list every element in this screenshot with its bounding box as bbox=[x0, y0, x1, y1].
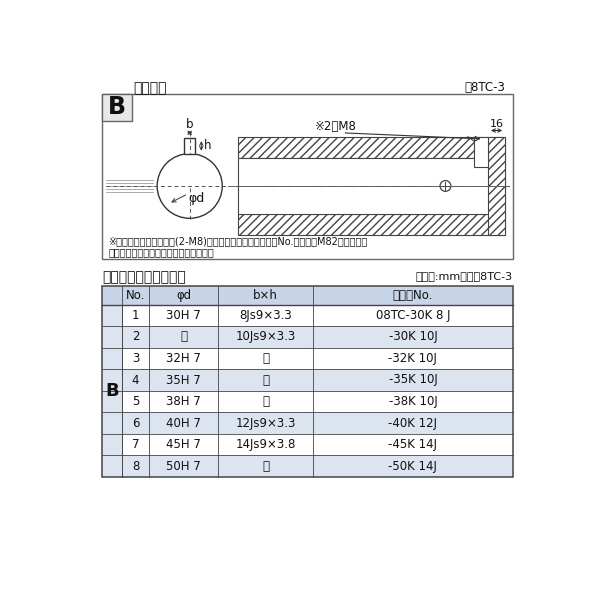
Text: 〃: 〃 bbox=[262, 395, 269, 408]
Text: 08TC-30K 8 J: 08TC-30K 8 J bbox=[376, 309, 450, 322]
Text: 14Js9×3.8: 14Js9×3.8 bbox=[235, 438, 296, 451]
Text: 2: 2 bbox=[132, 331, 139, 343]
Text: 45H 7: 45H 7 bbox=[166, 438, 201, 451]
Bar bbox=[102, 434, 513, 455]
Text: φd: φd bbox=[176, 289, 191, 302]
Text: コードNo.: コードNo. bbox=[393, 289, 433, 302]
Text: 8Js9×3.3: 8Js9×3.3 bbox=[239, 309, 292, 322]
Text: -45K 14J: -45K 14J bbox=[388, 438, 437, 451]
Text: 12Js9×3.3: 12Js9×3.3 bbox=[235, 416, 296, 430]
Text: h: h bbox=[203, 139, 211, 152]
Text: 50H 7: 50H 7 bbox=[166, 460, 201, 473]
Text: 軸穴形状コード一覧表: 軸穴形状コード一覧表 bbox=[102, 271, 186, 284]
Text: -40K 12J: -40K 12J bbox=[388, 416, 437, 430]
Text: 1: 1 bbox=[132, 309, 139, 322]
Text: -50K 14J: -50K 14J bbox=[388, 460, 437, 473]
Text: 〃: 〃 bbox=[262, 373, 269, 386]
Text: 〃: 〃 bbox=[262, 460, 269, 473]
Text: -30K 10J: -30K 10J bbox=[389, 331, 437, 343]
Bar bbox=[102, 412, 513, 434]
Text: ※2－M8: ※2－M8 bbox=[315, 120, 357, 133]
Bar bbox=[102, 305, 122, 477]
Text: -35K 10J: -35K 10J bbox=[389, 373, 437, 386]
Text: 6: 6 bbox=[132, 416, 139, 430]
Bar bbox=[102, 286, 513, 305]
Bar bbox=[102, 369, 513, 391]
Text: 40H 7: 40H 7 bbox=[166, 416, 201, 430]
Text: 〃: 〃 bbox=[262, 352, 269, 365]
Bar bbox=[102, 305, 513, 326]
Text: （単位:mm）　表8TC-3: （単位:mm） 表8TC-3 bbox=[416, 271, 513, 281]
Text: 38H 7: 38H 7 bbox=[166, 395, 201, 408]
Text: B: B bbox=[108, 95, 126, 119]
Bar bbox=[238, 137, 505, 158]
Text: 5: 5 bbox=[132, 395, 139, 408]
Text: b×h: b×h bbox=[253, 289, 278, 302]
Bar bbox=[102, 391, 513, 412]
Text: -32K 10J: -32K 10J bbox=[388, 352, 437, 365]
Bar bbox=[102, 94, 513, 259]
Text: -38K 10J: -38K 10J bbox=[389, 395, 437, 408]
Text: b: b bbox=[186, 118, 193, 131]
Bar bbox=[488, 137, 505, 235]
Text: No.: No. bbox=[126, 289, 145, 302]
Bar bbox=[238, 158, 505, 214]
Text: 35H 7: 35H 7 bbox=[166, 373, 201, 386]
Text: B: B bbox=[106, 382, 119, 400]
Text: ※セットボルト用タップ(2-M8)が必要な場合は右記コードNo.の末尾にM82を付ける。: ※セットボルト用タップ(2-M8)が必要な場合は右記コードNo.の末尾にM82を… bbox=[109, 236, 368, 246]
Text: 16: 16 bbox=[490, 119, 503, 129]
Text: 10Js9×3.3: 10Js9×3.3 bbox=[236, 331, 296, 343]
Text: 7: 7 bbox=[132, 438, 139, 451]
Text: 30H 7: 30H 7 bbox=[166, 309, 201, 322]
Text: 〃: 〃 bbox=[180, 331, 187, 343]
Bar bbox=[184, 138, 195, 154]
Bar bbox=[102, 455, 513, 477]
Bar bbox=[238, 214, 505, 235]
Text: 4: 4 bbox=[132, 373, 139, 386]
Text: （セットボルトは付属されています。）: （セットボルトは付属されています。） bbox=[109, 247, 214, 257]
Text: 軸穴形状: 軸穴形状 bbox=[133, 81, 167, 95]
Text: 3: 3 bbox=[132, 352, 139, 365]
Bar bbox=[102, 326, 513, 347]
Text: 32H 7: 32H 7 bbox=[166, 352, 201, 365]
Bar bbox=[102, 94, 131, 121]
Text: φd: φd bbox=[188, 192, 205, 205]
Bar bbox=[474, 137, 488, 167]
Text: 8: 8 bbox=[132, 460, 139, 473]
Bar bbox=[102, 347, 513, 369]
Bar bbox=[102, 286, 513, 477]
Text: 図8TC-3: 図8TC-3 bbox=[464, 81, 505, 94]
